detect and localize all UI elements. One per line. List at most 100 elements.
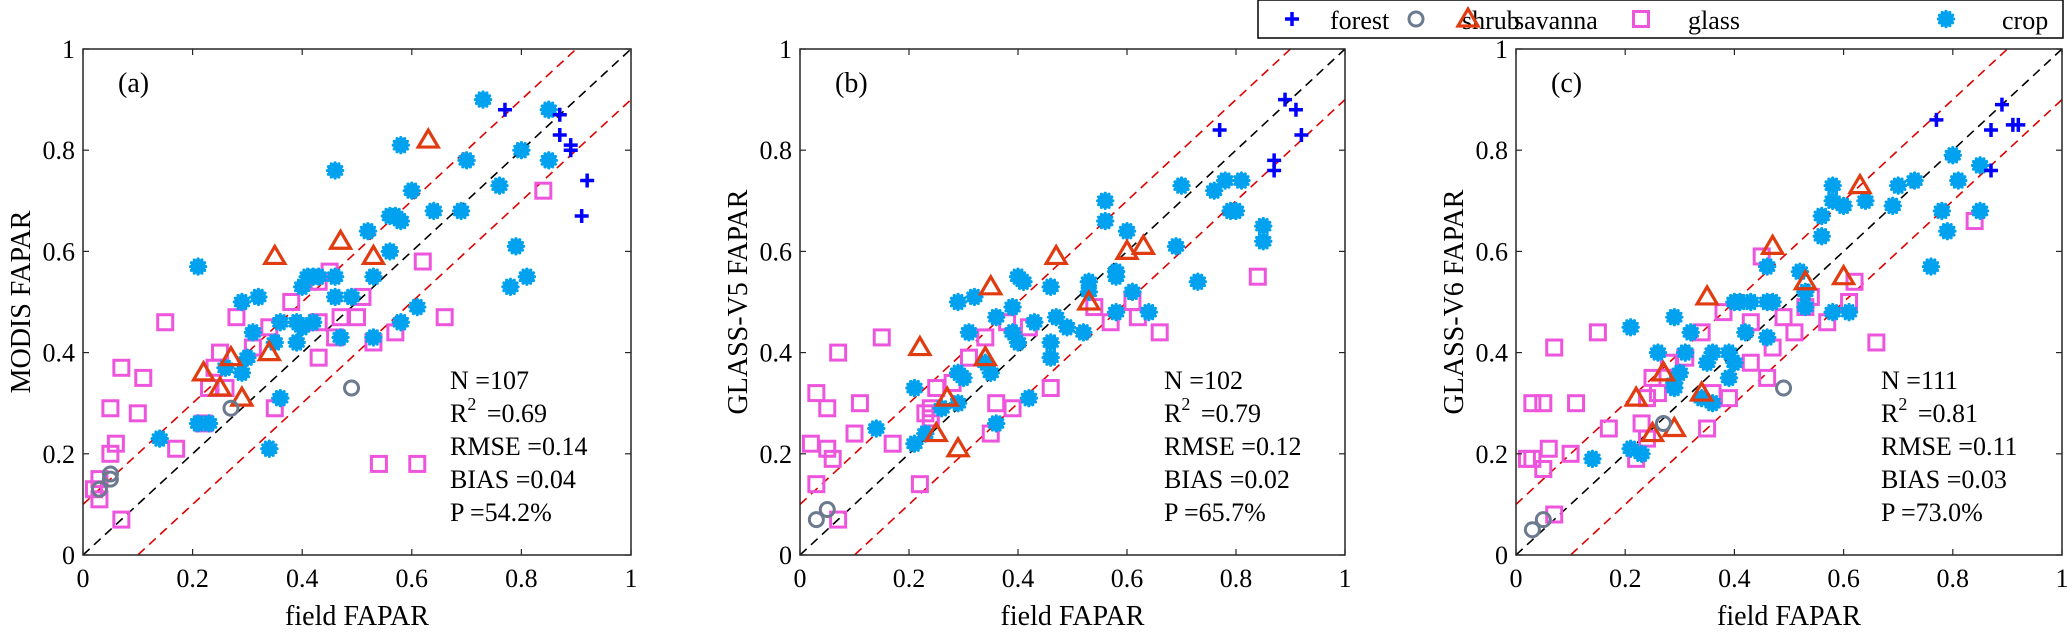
crop-point [1883, 196, 1902, 216]
shrub-point [1523, 521, 1541, 539]
legend-item-crop: crop [1936, 6, 2048, 35]
glass-point [413, 252, 432, 271]
x-tick-label: 0.4 [286, 564, 319, 593]
y-tick-label: 0.4 [1476, 339, 1509, 368]
savanna-point [1688, 379, 1715, 402]
stat-line: RMSE =0.12 [1164, 432, 1301, 461]
stat-line: RMSE =0.14 [450, 432, 587, 461]
glass-point [1785, 323, 1804, 342]
glass-point [872, 328, 891, 347]
y-tick-label: 0.6 [43, 237, 76, 266]
glass-point [1719, 389, 1738, 408]
x-tick-label: 0.8 [505, 564, 538, 593]
savanna-point [1130, 233, 1157, 255]
glass-point [101, 399, 120, 418]
glass-point [1567, 394, 1586, 413]
forest-point [497, 102, 512, 117]
stat-line: RMSE =0.11 [1881, 432, 2018, 461]
forest-point [580, 173, 595, 188]
glass-point [408, 454, 427, 473]
crop-point [1812, 206, 1831, 226]
x-tick-label: 0 [77, 564, 90, 593]
x-tick-label: 0.4 [1002, 564, 1035, 593]
crop-point [1938, 221, 1957, 241]
crop-point [987, 414, 1006, 433]
crop-point [287, 333, 306, 352]
reference-line-lower [853, 99, 1345, 555]
crop-point [391, 135, 411, 155]
savanna-point [934, 384, 960, 407]
panel-label: (c) [1551, 68, 1582, 99]
crop-point [1106, 267, 1126, 286]
glass-point [435, 308, 454, 327]
stat-line: BIAS =0.04 [450, 465, 576, 494]
savanna-legend-glyph-icon [1455, 5, 1481, 28]
crop-point [1889, 176, 1908, 195]
shrub-point [101, 470, 119, 488]
crop-point [1096, 211, 1115, 231]
legend-item-shrub: shrub [1407, 6, 1520, 35]
crop-point [1932, 201, 1952, 221]
glass-point [818, 439, 837, 458]
stat-line: N =111 [1881, 366, 1958, 395]
forest-point [1294, 128, 1309, 143]
crop-point [1041, 348, 1060, 367]
y-tick-label: 0.2 [760, 440, 793, 469]
series-forest [497, 102, 595, 223]
crop-point [501, 277, 520, 297]
glass-point [1714, 303, 1733, 322]
series-savanna [907, 233, 1157, 458]
x-tick-label: 0.4 [1718, 564, 1751, 593]
savanna-point [972, 344, 999, 367]
data-points [84, 90, 595, 529]
glass-point [134, 368, 153, 387]
savanna-point [218, 344, 244, 367]
glass-point [348, 308, 366, 327]
x-axis-title: field FAPAR [1717, 601, 1861, 632]
crop-point [1823, 176, 1842, 195]
legend-label-savanna: savanna [1514, 6, 1598, 35]
crop-point [1166, 237, 1186, 256]
glass-point [829, 343, 848, 362]
y-axis-title: GLASS-V6 FAPAR [1439, 189, 1470, 414]
savanna-point [229, 384, 255, 407]
savanna-point [415, 126, 442, 149]
crop-point [905, 434, 924, 453]
crop-point [1172, 176, 1191, 195]
crop-point [199, 414, 219, 433]
savanna-point [1114, 238, 1140, 260]
crop-point [905, 378, 924, 398]
y-tick-label: 0.6 [760, 237, 793, 266]
crop-point [1632, 444, 1651, 463]
glass-point [845, 424, 864, 443]
crop-point [1046, 307, 1066, 327]
crop-point [539, 100, 559, 119]
crop-point [243, 323, 263, 342]
legend: forest shrub savanna glass crop [1257, 0, 2064, 39]
x-axis-title: field FAPAR [285, 601, 429, 632]
stat-line: BIAS =0.03 [1881, 465, 2007, 494]
crop-point [1008, 333, 1028, 352]
shrub-point [101, 465, 119, 483]
glass-point [128, 404, 147, 423]
glass-point [1150, 323, 1169, 342]
savanna-point [360, 243, 387, 266]
series-forest [1929, 97, 2026, 178]
panel-label: (b) [835, 68, 868, 99]
glass-point [112, 510, 131, 529]
savanna-point [207, 374, 233, 397]
crop-point [331, 328, 350, 347]
crop-point [1921, 257, 1941, 276]
y-tick-label: 1 [62, 35, 75, 64]
crop-point [1665, 307, 1684, 327]
series-crop [1583, 146, 1990, 469]
crop-point [1949, 171, 1968, 190]
x-tick-label: 0.6 [1827, 564, 1860, 593]
crop-point [1226, 201, 1246, 221]
glass-point [1588, 323, 1607, 342]
crop-point [1019, 388, 1039, 408]
savanna-point [1759, 233, 1786, 255]
crop-point [1648, 343, 1668, 362]
